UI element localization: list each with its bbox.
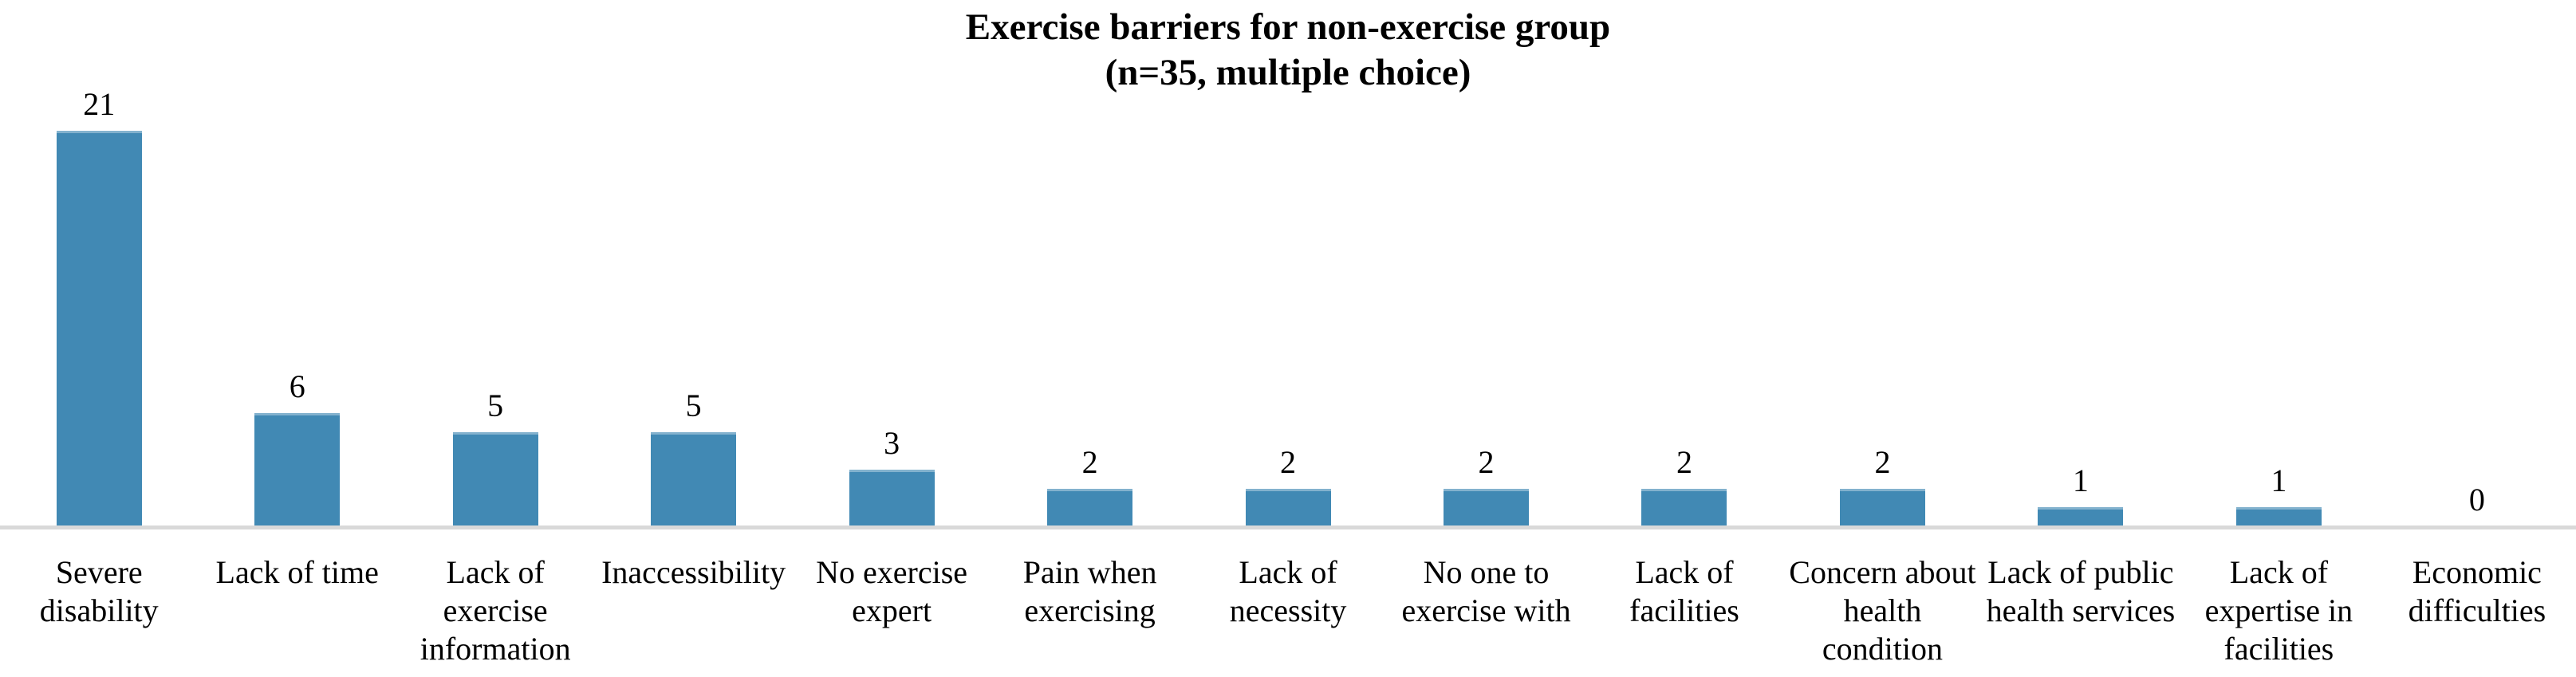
x-axis-label-line: Lack of time (215, 554, 379, 590)
x-axis-label-line: expertise in (2204, 592, 2353, 628)
bar (1641, 488, 1727, 526)
bar-value-label: 1 (2271, 462, 2287, 499)
x-axis-label-line: Severe (55, 554, 143, 590)
x-axis-label-line: exercising (1024, 592, 1156, 628)
x-axis-label: Pain when exercising (991, 553, 1188, 668)
x-axis-label-line: facilities (1629, 592, 1739, 628)
bar-column: 2 (1585, 0, 1783, 526)
x-axis-label-line: Pain when (1022, 554, 1157, 590)
bar-value-label: 2 (1874, 443, 1891, 480)
bar (2038, 507, 2124, 526)
bar-value-label: 21 (83, 86, 116, 123)
bar (849, 470, 935, 526)
x-axis-label: No exercise expert (793, 553, 991, 668)
bar-column: 2 (1387, 0, 1585, 526)
x-axis-label-line: Lack of (1635, 554, 1734, 590)
x-axis-label-line: Lack of (2229, 554, 2329, 590)
bar-value-label: 6 (289, 368, 305, 405)
bar (1444, 488, 1530, 526)
x-axis-label: Concern about health condition (1783, 553, 1981, 668)
x-axis-line (0, 525, 2576, 529)
bar-column: 0 (2378, 0, 2576, 526)
bar-column: 1 (2180, 0, 2377, 526)
x-axis-label: No one to exercise with (1387, 553, 1585, 668)
x-axis-label-line: No one to (1423, 554, 1550, 590)
x-axis-label-line: exercise with (1401, 592, 1571, 628)
x-axis-label: Lack of public health services (1982, 553, 2180, 668)
bar-column: 2 (991, 0, 1188, 526)
x-axis-label: Lack of time (198, 553, 396, 668)
bar (651, 432, 737, 526)
x-axis-label: Lack of exercise information (396, 553, 594, 668)
bar-column: 1 (1982, 0, 2180, 526)
bar-value-label: 5 (487, 388, 504, 423)
x-axis-label-line: Lack of (1239, 554, 1337, 590)
bar-column: 5 (594, 0, 792, 526)
x-axis-label: Severe disability (0, 553, 198, 668)
bar-value-label: 2 (1280, 443, 1297, 480)
x-axis-label-line: Economic (2412, 554, 2542, 590)
x-axis-label-line: exercise (443, 592, 548, 628)
x-axis-label-line: necessity (1229, 592, 1347, 628)
bar-value-label: 2 (1676, 443, 1692, 480)
bar (56, 131, 142, 526)
bar-column: 2 (1783, 0, 1981, 526)
x-axis-label: Lack of necessity (1189, 553, 1387, 668)
x-axis-label-line: Inaccessibility (601, 554, 786, 590)
x-axis-labels: Severe disability Lack of time Lack of exerc… (0, 553, 2576, 668)
x-axis-label-line: facilities (2223, 631, 2334, 667)
bar-value-label: 2 (1478, 443, 1495, 480)
bar-column: 3 (793, 0, 991, 526)
bar (254, 413, 341, 526)
bar-value-label: 0 (2468, 482, 2485, 518)
bar (452, 432, 538, 526)
bar-value-label: 1 (2072, 462, 2089, 499)
x-axis-label-line: health services (1986, 592, 2176, 628)
bar (1839, 488, 1925, 526)
bar (2235, 507, 2322, 526)
x-axis-label-line: Concern about (1789, 554, 1976, 590)
plot-area: 21 6 5 5 3 2 2 2 2 2 1 1 0 (0, 0, 2576, 526)
bar-column: 21 (0, 0, 198, 526)
x-axis-label-line: Lack of public (1987, 554, 2174, 590)
x-axis-label: Economic difficulties (2378, 553, 2576, 668)
x-axis-label-line: Lack of (446, 554, 545, 590)
bar-value-label: 3 (884, 425, 900, 462)
bar-column: 5 (396, 0, 594, 526)
x-axis-label: Lack of facilities (1585, 553, 1783, 668)
bar-value-label: 2 (1081, 443, 1098, 480)
bar (1047, 488, 1133, 526)
x-axis-label-line: disability (39, 592, 159, 628)
x-axis-label: Lack of expertise in facilities (2180, 553, 2377, 668)
x-axis-label-line: expert (852, 592, 932, 628)
x-axis-label-line: information (419, 631, 571, 667)
bar-column: 6 (198, 0, 396, 526)
bar-column: 2 (1189, 0, 1387, 526)
bar-value-label: 5 (685, 388, 702, 423)
x-axis-label-line: condition (1822, 631, 1943, 667)
x-axis-label: Inaccessibility (594, 553, 792, 668)
x-axis-label-line: No exercise (816, 554, 968, 590)
x-axis-label-line: difficulties (2408, 592, 2546, 628)
x-axis-label-line: health (1843, 592, 1922, 628)
bar (1245, 488, 1331, 526)
